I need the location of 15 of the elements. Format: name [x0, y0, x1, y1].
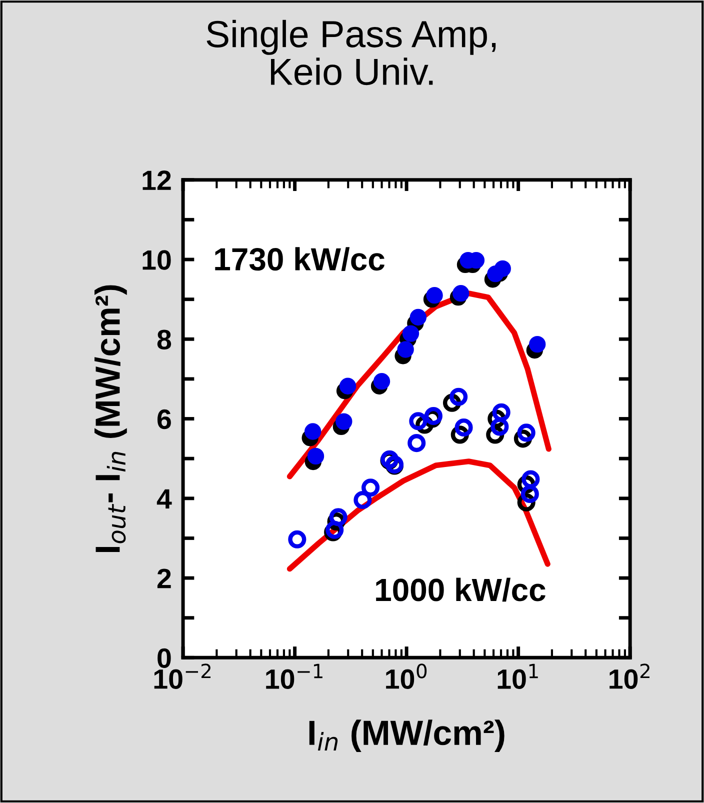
x-tick-label: 10$^{2}$ [610, 664, 650, 689]
y-axis-title: I$_{out}$- I$_{in}$ (MW/cm²) [94, 285, 127, 552]
chart-title: Single Pass Amp, Keio Univ. [206, 20, 496, 86]
x-tick-label: 10$^{0}$ [386, 664, 427, 689]
x-tick-label: 10$^{1}$ [498, 664, 538, 689]
x-axis-title: I$_{in}$ (MW/cm²) [309, 720, 504, 752]
y-tick-label: 4 [156, 489, 172, 508]
annotation: 1730 kW/cc [215, 247, 384, 271]
y-tick-label: 8 [157, 330, 172, 350]
y-tick-label: 10 [142, 250, 171, 270]
y-tick-label: 12 [142, 170, 171, 190]
y-tick-label: 6 [157, 409, 171, 430]
x-tick-label: 10$^{−1}$ [266, 664, 322, 689]
annotation: 1000 kW/cc [376, 578, 546, 602]
y-tick-label: 2 [157, 568, 171, 588]
